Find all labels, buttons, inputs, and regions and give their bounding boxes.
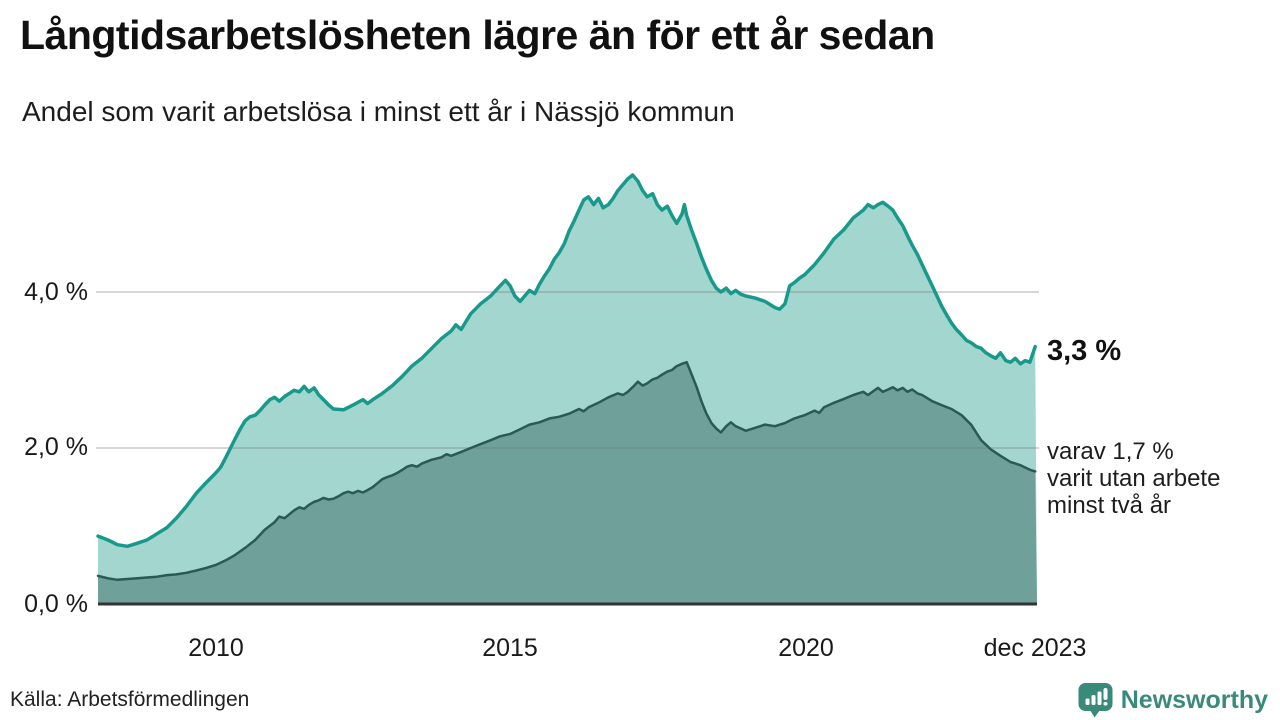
y-axis-tick-0: 0,0 % [24, 590, 88, 618]
end-value-label-two-years: varav 1,7 % varit utan arbete minst två … [1047, 438, 1220, 519]
y-axis-tick-2: 2,0 % [24, 433, 88, 461]
area-fill-two-years [98, 362, 1037, 604]
x-axis-tick-2015: 2015 [482, 634, 538, 662]
y-axis-tick-4: 4,0 % [24, 278, 88, 306]
page-subtitle: Andel som varit arbetslösa i minst ett å… [22, 96, 735, 127]
x-axis-tick-2020: 2020 [778, 634, 834, 662]
end-value-label-one-year: 3,3 % [1047, 335, 1122, 367]
series-line-two-years [96, 360, 1037, 582]
series-line-one-year [96, 173, 1037, 549]
x-axis-tick-2010: 2010 [188, 634, 244, 662]
annotation-line: varit utan arbete [1047, 465, 1221, 492]
annotation-line: minst två år [1047, 492, 1172, 519]
page-title: Långtidsarbetslösheten lägre än för ett … [20, 12, 935, 58]
newsworthy-speech-bubble-chart-icon [1077, 682, 1114, 718]
source-attribution: Källa: Arbetsförmedlingen [10, 688, 250, 711]
annotation-line: varav 1,7 % [1047, 438, 1174, 465]
x-axis-tick-dec-2023: dec 2023 [983, 634, 1087, 662]
newsworthy-logo[interactable]: Newsworthy [1077, 682, 1268, 718]
newsworthy-logo-text: Newsworthy [1120, 685, 1268, 714]
